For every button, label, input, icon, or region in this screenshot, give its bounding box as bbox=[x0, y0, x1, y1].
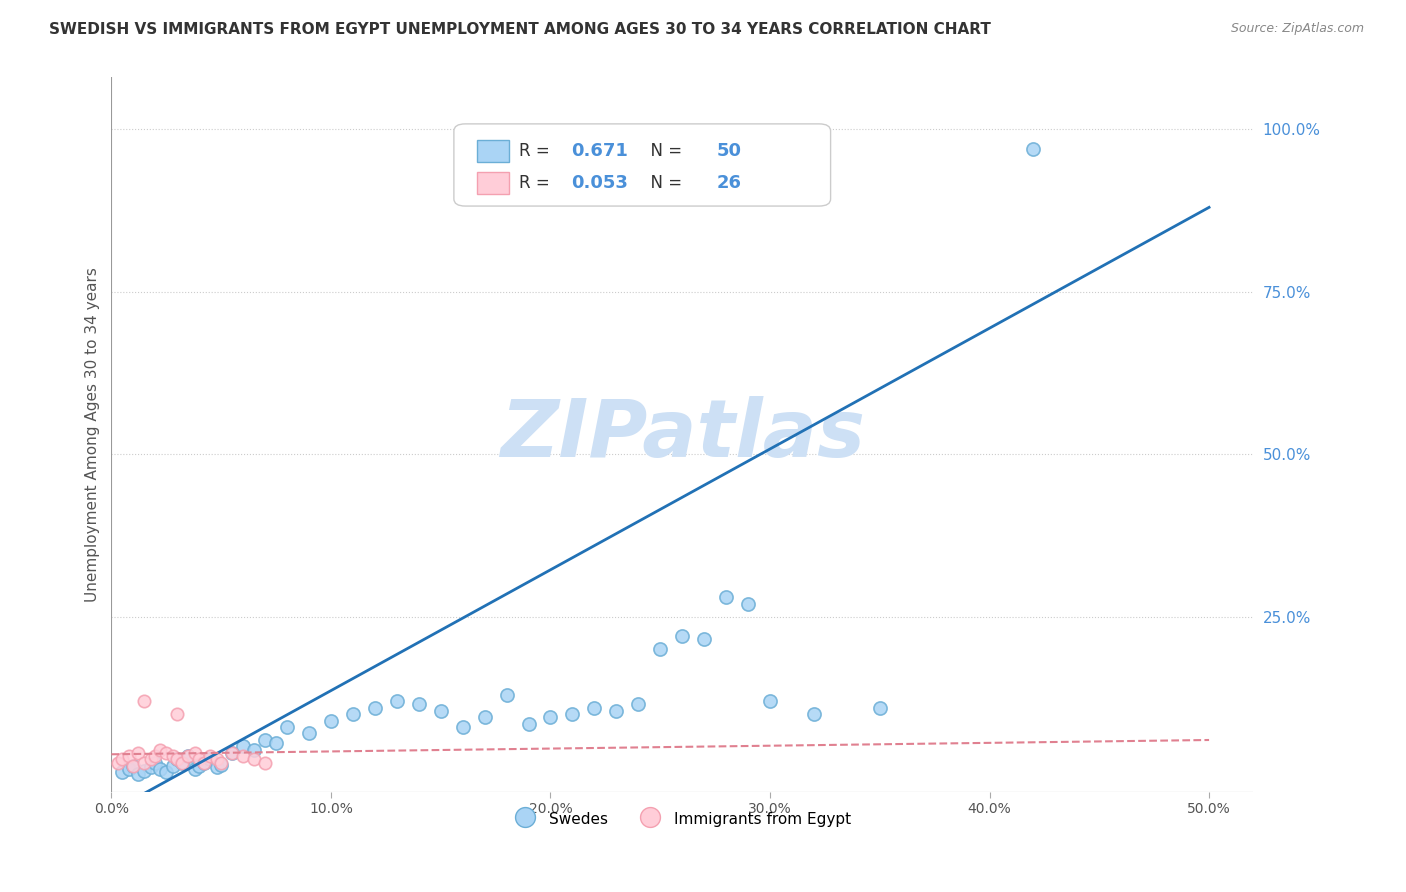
Point bbox=[111, 765, 134, 780]
Point bbox=[166, 706, 188, 721]
Point bbox=[177, 749, 200, 764]
Point bbox=[188, 759, 211, 773]
Point bbox=[134, 694, 156, 708]
Point bbox=[243, 743, 266, 757]
Point bbox=[650, 642, 672, 657]
Text: 0.671: 0.671 bbox=[571, 142, 628, 160]
Text: 50: 50 bbox=[717, 142, 741, 160]
Point bbox=[364, 700, 387, 714]
Point bbox=[254, 756, 277, 770]
Point bbox=[671, 629, 693, 643]
Text: R =: R = bbox=[519, 174, 555, 192]
Point bbox=[264, 736, 287, 750]
Point bbox=[517, 716, 540, 731]
Point bbox=[166, 752, 188, 766]
Point bbox=[149, 743, 172, 757]
Point bbox=[143, 749, 166, 764]
Legend: Swedes, Immigrants from Egypt: Swedes, Immigrants from Egypt bbox=[508, 804, 856, 834]
Point bbox=[276, 720, 298, 734]
Point bbox=[209, 756, 232, 770]
Point bbox=[627, 698, 650, 712]
Text: 0.053: 0.053 bbox=[571, 174, 628, 192]
Point bbox=[118, 762, 141, 776]
Point bbox=[127, 766, 149, 780]
Point bbox=[149, 762, 172, 776]
Point bbox=[737, 597, 759, 611]
Point bbox=[298, 726, 321, 740]
Point bbox=[254, 733, 277, 747]
Point bbox=[111, 752, 134, 766]
Text: 26: 26 bbox=[717, 174, 741, 192]
Text: N =: N = bbox=[640, 142, 688, 160]
Point bbox=[714, 590, 737, 604]
Point bbox=[200, 752, 222, 766]
Point bbox=[139, 752, 162, 766]
Point bbox=[759, 694, 782, 708]
Point bbox=[221, 746, 243, 760]
Point bbox=[118, 749, 141, 764]
Point bbox=[429, 704, 451, 718]
Point bbox=[134, 756, 156, 770]
Point bbox=[385, 694, 408, 708]
Point bbox=[583, 700, 606, 714]
Text: SWEDISH VS IMMIGRANTS FROM EGYPT UNEMPLOYMENT AMONG AGES 30 TO 34 YEARS CORRELAT: SWEDISH VS IMMIGRANTS FROM EGYPT UNEMPLO… bbox=[49, 22, 991, 37]
Point bbox=[170, 756, 193, 770]
Point bbox=[177, 749, 200, 764]
FancyBboxPatch shape bbox=[454, 124, 831, 206]
Point bbox=[122, 759, 145, 773]
Point bbox=[209, 757, 232, 772]
Point bbox=[139, 760, 162, 774]
Point bbox=[107, 756, 129, 770]
Point bbox=[127, 746, 149, 760]
Point bbox=[205, 752, 228, 766]
Point bbox=[193, 756, 215, 770]
Point bbox=[605, 704, 627, 718]
Point bbox=[155, 746, 177, 760]
Point bbox=[232, 739, 254, 754]
Point bbox=[122, 759, 145, 773]
Text: R =: R = bbox=[519, 142, 555, 160]
Point bbox=[451, 720, 474, 734]
Point bbox=[869, 700, 891, 714]
Point bbox=[561, 706, 583, 721]
Point bbox=[166, 752, 188, 766]
Point bbox=[184, 762, 207, 776]
Point bbox=[243, 752, 266, 766]
Point bbox=[221, 746, 243, 760]
Point bbox=[184, 746, 207, 760]
Text: Source: ZipAtlas.com: Source: ZipAtlas.com bbox=[1230, 22, 1364, 36]
Point bbox=[232, 749, 254, 764]
Point bbox=[342, 706, 364, 721]
Text: N =: N = bbox=[640, 174, 688, 192]
Point bbox=[693, 632, 716, 647]
Point bbox=[162, 749, 184, 764]
Y-axis label: Unemployment Among Ages 30 to 34 years: Unemployment Among Ages 30 to 34 years bbox=[86, 268, 100, 602]
Text: ZIPatlas: ZIPatlas bbox=[499, 396, 865, 474]
Point bbox=[134, 764, 156, 779]
Point bbox=[193, 756, 215, 770]
Point bbox=[540, 710, 562, 724]
Point bbox=[474, 710, 496, 724]
Point bbox=[1022, 142, 1045, 156]
Point bbox=[495, 688, 517, 702]
Point bbox=[408, 698, 430, 712]
Point bbox=[155, 765, 177, 780]
Point bbox=[170, 756, 193, 770]
Point bbox=[143, 756, 166, 770]
Point bbox=[188, 752, 211, 766]
FancyBboxPatch shape bbox=[477, 140, 509, 161]
Point bbox=[200, 749, 222, 764]
Point bbox=[205, 760, 228, 774]
Point bbox=[162, 759, 184, 773]
Point bbox=[803, 706, 825, 721]
Point bbox=[319, 714, 342, 728]
FancyBboxPatch shape bbox=[477, 172, 509, 194]
